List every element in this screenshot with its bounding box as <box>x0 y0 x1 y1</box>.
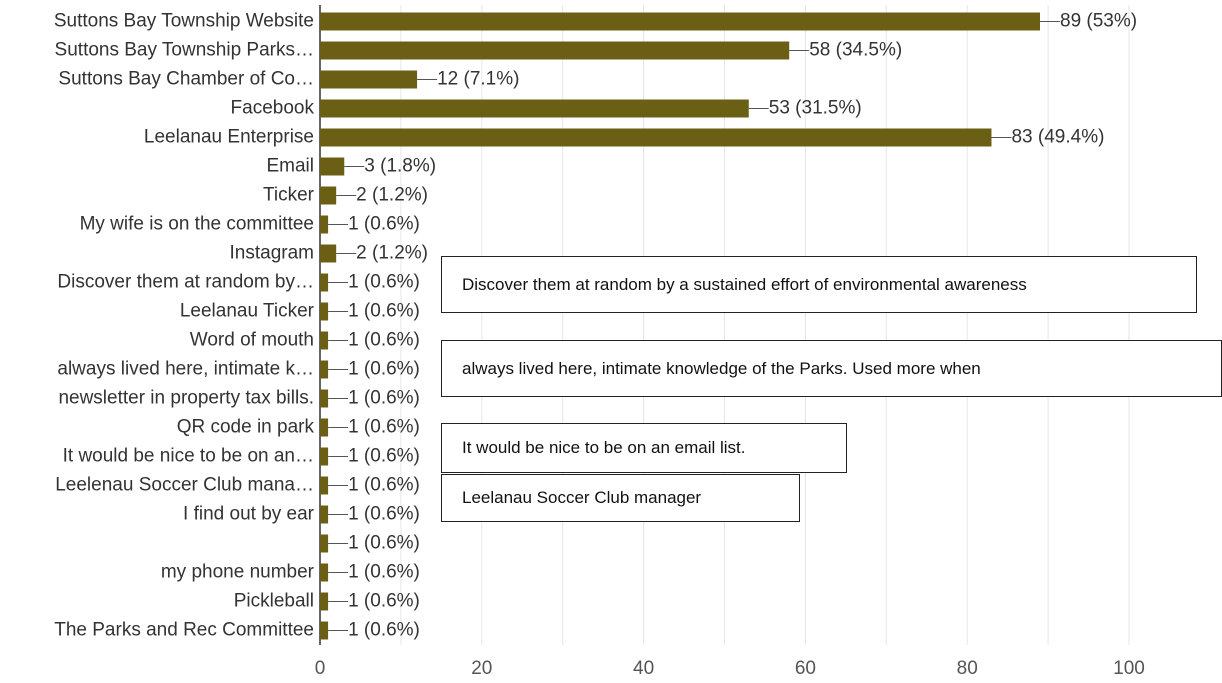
bar <box>320 302 329 321</box>
category-label: Pickleball <box>234 591 314 612</box>
x-axis-ticks: 0 20 40 60 80 100 <box>315 658 1145 679</box>
x-tick-label: 100 <box>1113 658 1145 679</box>
bar <box>320 215 329 234</box>
data-label: 1 (0.6%) <box>348 272 420 293</box>
x-tick-label: 0 <box>315 658 326 679</box>
category-label: my phone number <box>161 562 315 583</box>
bar <box>320 99 749 118</box>
data-label: 1 (0.6%) <box>348 562 420 583</box>
bar <box>320 41 790 60</box>
category-label: newsletter in property tax bills. <box>58 388 314 409</box>
x-tick-label: 60 <box>795 658 816 679</box>
bar <box>320 186 337 205</box>
bar <box>320 447 329 466</box>
data-label: 3 (1.8%) <box>364 156 436 177</box>
data-label: 83 (49.4%) <box>1011 127 1104 148</box>
data-label: 1 (0.6%) <box>348 330 420 351</box>
category-label: always lived here, intimate k… <box>57 359 314 380</box>
callout-soccer-club: Leelanau Soccer Club manager <box>441 474 800 522</box>
x-tick-label: 40 <box>633 658 654 679</box>
bar <box>320 12 1041 31</box>
data-label: 89 (53%) <box>1060 11 1137 32</box>
category-labels: Suttons Bay Township Website Suttons Bay … <box>54 11 315 641</box>
data-label: 1 (0.6%) <box>348 591 420 612</box>
category-label: Suttons Bay Township Parks… <box>55 40 314 61</box>
data-label: 58 (34.5%) <box>809 40 902 61</box>
data-labels: 89 (53%) 58 (34.5%) 12 (7.1%) 53 (31.5%) 83 … <box>328 11 1137 641</box>
bar <box>320 128 992 147</box>
category-label: Facebook <box>231 98 315 119</box>
data-label: 53 (31.5%) <box>769 98 862 119</box>
data-label: 1 (0.6%) <box>348 417 420 438</box>
bars <box>320 12 1041 640</box>
bar <box>320 621 329 640</box>
category-label: My wife is on the committee <box>80 214 314 235</box>
category-label: Word of mouth <box>190 330 314 351</box>
category-label: Leelenau Soccer Club mana… <box>55 475 314 496</box>
category-label: I find out by ear <box>183 504 315 525</box>
data-label: 12 (7.1%) <box>437 69 519 90</box>
category-label: It would be nice to be on an… <box>63 446 314 467</box>
category-label: The Parks and Rec Committee <box>54 620 314 641</box>
callout-always-lived-here: always lived here, intimate knowledge of… <box>441 340 1222 397</box>
bar <box>320 70 418 89</box>
bar <box>320 273 329 292</box>
bar <box>320 534 329 553</box>
bar <box>320 360 329 379</box>
data-label: 1 (0.6%) <box>348 359 420 380</box>
category-label: Leelanau Enterprise <box>144 127 314 148</box>
data-label: 1 (0.6%) <box>348 504 420 525</box>
category-label: Leelanau Ticker <box>180 301 315 322</box>
bar <box>320 389 329 408</box>
category-label: Discover them at random by… <box>57 272 314 293</box>
category-label: Email <box>266 156 314 177</box>
bar <box>320 505 329 524</box>
bar <box>320 592 329 611</box>
bar <box>320 331 329 350</box>
callout-email-list: It would be nice to be on an email list. <box>441 423 847 473</box>
data-label: 1 (0.6%) <box>348 475 420 496</box>
bar <box>320 244 337 263</box>
data-label: 1 (0.6%) <box>348 214 420 235</box>
data-label: 1 (0.6%) <box>348 301 420 322</box>
data-label: 2 (1.2%) <box>356 243 428 264</box>
data-label: 1 (0.6%) <box>348 446 420 467</box>
data-label: 1 (0.6%) <box>348 533 420 554</box>
bar <box>320 418 329 437</box>
x-tick-label: 80 <box>957 658 978 679</box>
category-label: QR code in park <box>177 417 315 438</box>
callout-discover: Discover them at random by a sustained e… <box>441 256 1197 313</box>
data-label: 2 (1.2%) <box>356 185 428 206</box>
bar <box>320 476 329 495</box>
category-label: Suttons Bay Chamber of Co… <box>58 69 314 90</box>
category-label: Ticker <box>263 185 315 206</box>
data-label: 1 (0.6%) <box>348 620 420 641</box>
bar <box>320 157 345 176</box>
category-label: Suttons Bay Township Website <box>54 11 314 32</box>
bar <box>320 563 329 582</box>
data-label: 1 (0.6%) <box>348 388 420 409</box>
x-tick-label: 20 <box>471 658 492 679</box>
category-label: Instagram <box>230 243 314 264</box>
